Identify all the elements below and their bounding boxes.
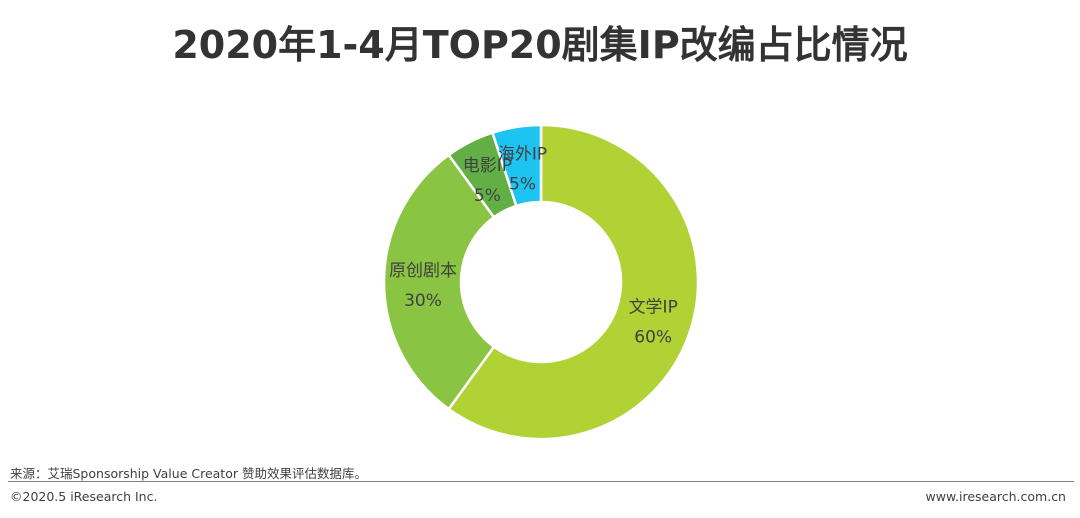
donut-slices xyxy=(382,123,700,441)
source-note: 来源：艾瑞Sponsorship Value Creator 赞助效果评估数据库… xyxy=(10,466,367,481)
slice-percent-label-3: 5% xyxy=(509,175,536,195)
donut-slice-0 xyxy=(447,123,700,441)
slice-name-label-2: 电影IP xyxy=(463,156,512,176)
slice-percent-label-1: 30% xyxy=(404,291,442,311)
donut-slice-3 xyxy=(491,123,543,208)
slice-name-label-3: 海外IP xyxy=(498,145,547,165)
donut-slice-1 xyxy=(382,153,496,411)
website-link: www.iresearch.com.cn xyxy=(925,489,1067,504)
slice-percent-label-0: 60% xyxy=(634,328,672,348)
footer-divider xyxy=(8,481,1074,482)
slice-percent-label-2: 5% xyxy=(474,186,501,206)
slice-name-label-1: 原创剧本 xyxy=(389,261,457,281)
slice-name-label-0: 文学IP xyxy=(629,298,678,318)
chart-title: 2020年1-4月TOP20剧集IP改编占比情况 xyxy=(172,23,908,67)
copyright-text: ©2020.5 iResearch Inc. xyxy=(10,489,158,504)
